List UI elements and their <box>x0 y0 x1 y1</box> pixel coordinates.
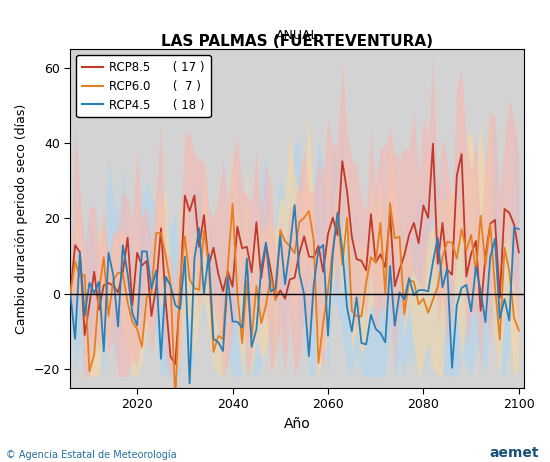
X-axis label: Año: Año <box>284 417 310 431</box>
Title: LAS PALMAS (FUERTEVENTURA): LAS PALMAS (FUERTEVENTURA) <box>161 34 433 49</box>
Text: © Agencia Estatal de Meteorología: © Agencia Estatal de Meteorología <box>6 449 176 460</box>
Text: ANUAL: ANUAL <box>276 29 318 42</box>
Y-axis label: Cambio duración periodo seco (días): Cambio duración periodo seco (días) <box>15 103 28 334</box>
Legend: RCP8.5      ( 17 ), RCP6.0      (  7 ), RCP4.5      ( 18 ): RCP8.5 ( 17 ), RCP6.0 ( 7 ), RCP4.5 ( 18… <box>76 55 211 117</box>
Text: aemet: aemet <box>490 446 539 460</box>
